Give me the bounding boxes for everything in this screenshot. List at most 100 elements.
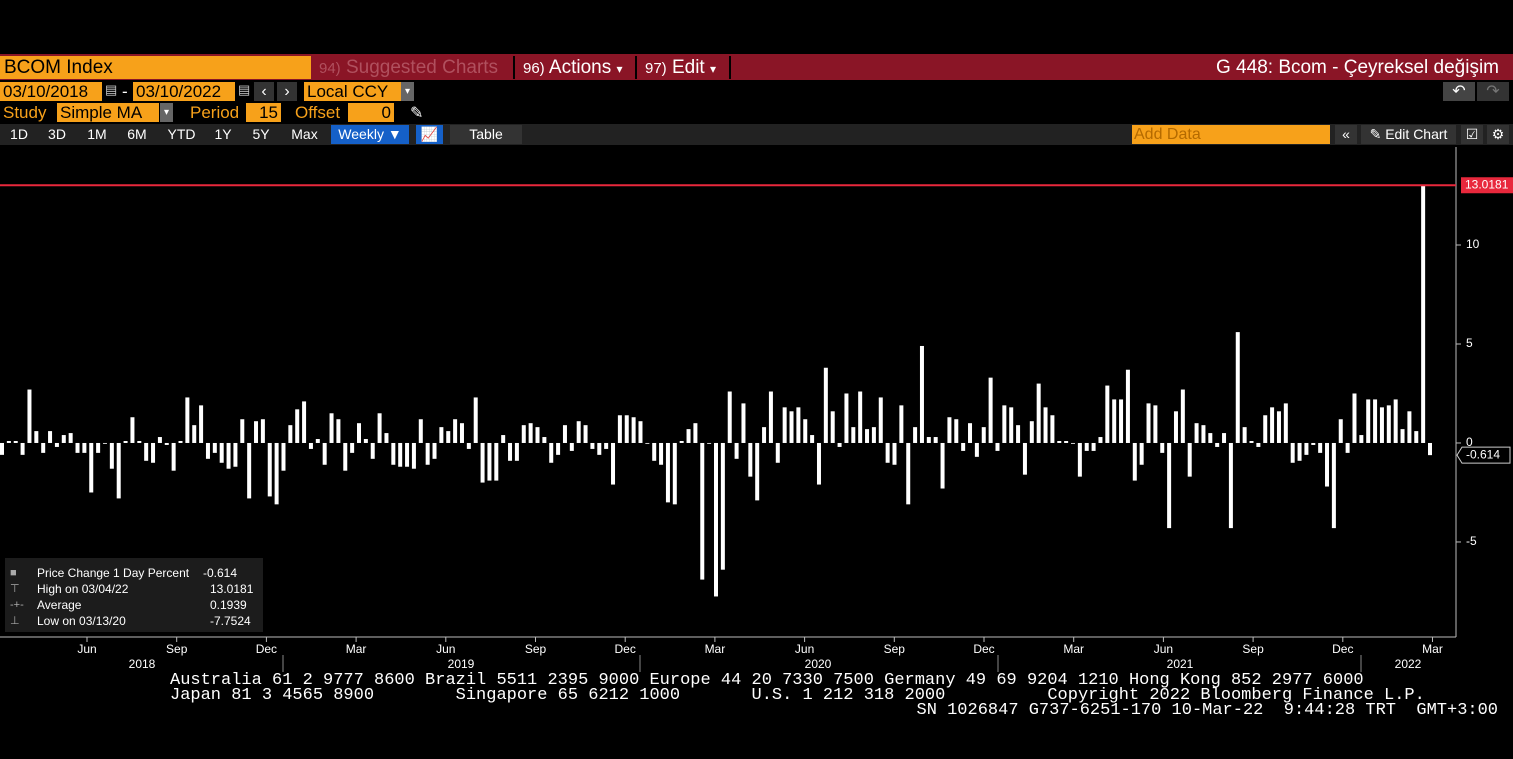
bar xyxy=(274,442,279,505)
bar xyxy=(308,442,313,449)
menu-num: 96) xyxy=(523,60,545,77)
bar xyxy=(1318,442,1323,453)
next-btn[interactable]: › xyxy=(277,82,297,101)
bar xyxy=(151,442,156,463)
menu-actions[interactable]: 96) Actions ▾ xyxy=(517,56,637,79)
end-date[interactable]: 03/10/2022 xyxy=(133,82,235,101)
range-btn[interactable]: 5Y xyxy=(252,126,270,142)
bar xyxy=(1194,423,1199,443)
bar xyxy=(391,442,396,465)
bar xyxy=(1304,442,1309,455)
menu-num: 94) xyxy=(319,60,341,77)
bar xyxy=(405,442,410,467)
chart-type-btn[interactable]: 📈 xyxy=(416,125,443,144)
x-tick-label: Dec xyxy=(256,642,277,656)
offset-field[interactable]: 0 xyxy=(348,103,394,122)
menu-edit[interactable]: 97) Edit ▾ xyxy=(639,56,731,79)
menu-suggested[interactable]: 94) Suggested Charts xyxy=(313,56,515,79)
prev-btn[interactable]: ‹ xyxy=(254,82,274,101)
footer-line: SN 1026847 G737-6251-170 10-Mar-22 9:44:… xyxy=(916,701,1499,720)
bar xyxy=(624,415,629,443)
bar xyxy=(933,437,938,443)
pencil-icon[interactable]: ✎ xyxy=(410,105,424,122)
period-field[interactable]: 15 xyxy=(246,103,281,122)
bar xyxy=(1173,411,1178,443)
bar xyxy=(1256,442,1261,447)
study-field[interactable]: Simple MA xyxy=(57,103,159,122)
edit-chart-btn[interactable]: ✎ Edit Chart xyxy=(1361,125,1456,144)
cal-icon[interactable]: ▤ xyxy=(105,82,118,97)
bar xyxy=(1276,411,1281,443)
bar xyxy=(741,403,746,443)
bar xyxy=(102,442,107,444)
bar xyxy=(583,425,588,443)
dropdown[interactable]: ▾ xyxy=(160,103,173,122)
legend xyxy=(5,558,263,632)
range-btn[interactable]: 1Y xyxy=(214,126,232,142)
ticker-field[interactable]: BCOM Index xyxy=(0,56,311,79)
redo-btn[interactable]: ↷ xyxy=(1477,82,1509,101)
bar xyxy=(878,397,883,443)
bar xyxy=(1160,442,1165,453)
bar xyxy=(205,442,210,459)
cal-icon[interactable]: ▤ xyxy=(238,82,251,97)
bar xyxy=(1249,441,1254,443)
bar xyxy=(686,429,691,443)
bar xyxy=(302,401,307,443)
currency-field[interactable]: Local CCY xyxy=(304,82,401,101)
range-btn[interactable]: 3D xyxy=(48,126,66,142)
legend-name: High on 03/04/22 xyxy=(37,582,129,596)
bar xyxy=(473,397,478,443)
x-tick-label: Dec xyxy=(973,642,994,656)
undo-btn[interactable]: ↶ xyxy=(1443,82,1475,101)
start-date[interactable]: 03/10/2018 xyxy=(0,82,102,101)
bar xyxy=(446,431,451,443)
edit-icon[interactable]: ☑ xyxy=(1461,125,1483,144)
bar xyxy=(1016,425,1021,443)
legend-name: Low on 03/13/20 xyxy=(37,614,126,628)
range-btn[interactable]: 1M xyxy=(87,126,107,142)
range-btn[interactable]: 1D xyxy=(10,126,28,142)
bar xyxy=(494,442,499,481)
bar xyxy=(562,425,567,443)
page-title: G 448: Bcom - Çeyreksel değişim xyxy=(1216,57,1499,78)
range-btn[interactable]: YTD xyxy=(167,126,196,142)
range-btn[interactable]: Max xyxy=(291,126,318,142)
bar xyxy=(1084,442,1089,451)
bar xyxy=(233,442,238,467)
settings-icon[interactable]: ⚙ xyxy=(1487,125,1509,144)
bar xyxy=(1132,442,1137,481)
x-tick-label: Mar xyxy=(1422,642,1443,656)
x-tick-label: Sep xyxy=(166,642,188,656)
dropdown[interactable]: ▾ xyxy=(401,82,414,101)
bar xyxy=(34,431,39,443)
bar xyxy=(1373,399,1378,443)
bar xyxy=(20,442,25,455)
footer-line: Australia 61 2 9777 8600 Brazil 5511 239… xyxy=(170,671,1364,690)
table-btn[interactable]: Table xyxy=(450,125,522,144)
legend-icon: ■ xyxy=(10,567,17,579)
bar xyxy=(1331,442,1336,529)
bar xyxy=(171,442,176,471)
study-label: Study xyxy=(3,103,47,122)
bar xyxy=(830,411,835,443)
frequency-btn[interactable]: Weekly ▼ xyxy=(331,125,409,144)
legend-name: Average xyxy=(37,598,82,612)
bar xyxy=(1201,425,1206,443)
bar xyxy=(1393,399,1398,443)
bar xyxy=(693,423,698,443)
bar xyxy=(892,442,897,465)
bar xyxy=(906,442,911,505)
range-btn[interactable]: 6M xyxy=(127,126,147,142)
add-data-field[interactable]: Add Data xyxy=(1132,125,1330,144)
bar xyxy=(370,442,375,459)
bar xyxy=(384,433,389,443)
collapse-btn[interactable]: « xyxy=(1335,125,1357,144)
bar xyxy=(1428,442,1432,456)
bar xyxy=(1022,442,1027,475)
bar xyxy=(1119,399,1124,443)
bar xyxy=(1400,429,1405,443)
bar xyxy=(281,442,286,471)
